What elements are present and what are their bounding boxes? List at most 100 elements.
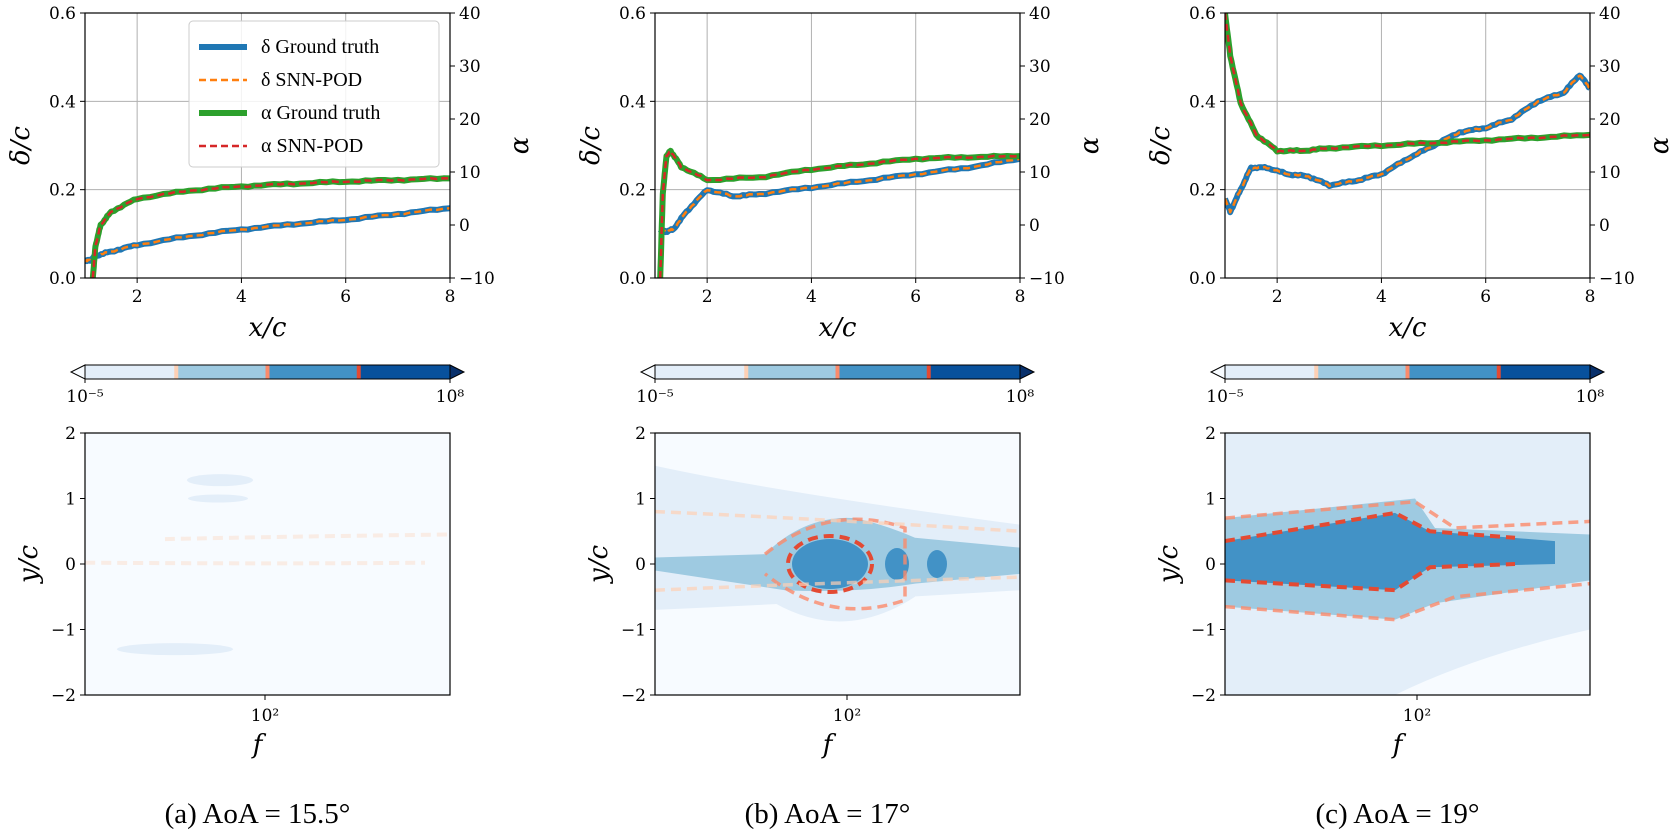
contour-line	[1225, 510, 1516, 544]
legend-box	[188, 20, 440, 168]
y2-axis-label: α	[1075, 136, 1105, 154]
y2-tick-label: 10	[459, 163, 481, 183]
series-line	[85, 205, 450, 265]
y2-tick-label: 40	[459, 4, 481, 24]
y2-tick-label: 30	[1599, 57, 1621, 77]
y2-tick-label: 10	[1029, 163, 1051, 183]
legend-label: δ Ground truth	[261, 36, 379, 58]
y-axis-label: δ/c	[6, 126, 36, 165]
line-plot-a: 2 4 6 8 0.0 0.2 0.4 0.6 −10 0 10 20 30 40 x/c δ/c α δ Gro…	[6, 4, 535, 343]
y2-tick-label: 30	[1029, 57, 1051, 77]
contour-patch	[188, 494, 248, 503]
x-axis-label: x/c	[819, 313, 857, 343]
y2-tick-label: 40	[1029, 4, 1051, 24]
legend: δ Ground truth δ SNN-POD α Ground truth α S…	[188, 20, 440, 168]
y2-tick-label: −10	[1599, 269, 1635, 289]
x-tick-label: 8	[445, 287, 456, 307]
y-tick-label: 2	[635, 424, 646, 444]
x-tick-label: 4	[806, 287, 817, 307]
contour-line	[85, 560, 426, 566]
y2-tick-label: −10	[1029, 269, 1065, 289]
spectrum-plot-c: −2 −1 0 1 2 10² f y/c (c) AoA = 19°	[1154, 424, 1591, 830]
y2-tick-label: 20	[459, 110, 481, 130]
colorbar-level-marker	[174, 365, 179, 379]
contour-patch	[117, 643, 233, 656]
colorbar-segment	[655, 365, 747, 379]
y-tick-label: 2	[65, 424, 76, 444]
contour-line	[164, 532, 450, 542]
y-axis-label: δ/c	[1146, 126, 1176, 165]
y-tick-label: −1	[51, 621, 76, 641]
colorbar-frame	[84, 364, 451, 380]
colorbar-c: 10⁻⁵ 10⁸	[1206, 364, 1606, 407]
x-axis-label: f	[1391, 730, 1407, 760]
spectrum-plot-b: −2 −1 0 1 2 10² f y/c (b) AoA = 17°	[584, 424, 1021, 830]
axes-frame	[84, 12, 451, 279]
y2-tick-label: 0	[1599, 216, 1610, 236]
series-line	[91, 176, 450, 278]
colorbar-over-arrow	[1589, 364, 1606, 380]
y-tick-label: 0.6	[49, 4, 76, 24]
colorbar-segment	[928, 365, 1020, 379]
colorbar-over-arrow	[449, 364, 466, 380]
x-tick-label: 6	[1480, 287, 1491, 307]
colorbar-over-arrow	[1019, 364, 1036, 380]
colorbar-segment	[1225, 365, 1317, 379]
x-tick-label: 6	[340, 287, 351, 307]
y-tick-label: 0.2	[1189, 181, 1216, 201]
y-tick-label: −1	[621, 621, 646, 641]
y-tick-label: −2	[621, 686, 646, 706]
series-line	[1225, 13, 1590, 153]
colorbar-frame	[654, 364, 1021, 380]
legend-label: α SNN-POD	[261, 135, 363, 157]
y-tick-label: 2	[1205, 424, 1216, 444]
colorbar-level-marker	[356, 365, 361, 379]
y-axis-label: y/c	[14, 545, 44, 584]
y-tick-label: 0.0	[49, 269, 76, 289]
colorbar-frame	[1224, 364, 1591, 380]
series-group	[657, 147, 1020, 278]
y2-axis-label: α	[505, 136, 535, 154]
series-line	[658, 149, 1020, 278]
y-tick-label: 1	[635, 490, 646, 510]
x-tick-label: 2	[1272, 287, 1283, 307]
colorbar-segment	[746, 365, 838, 379]
panel-caption: (b) AoA = 17°	[745, 798, 911, 830]
colorbar-segment	[267, 365, 359, 379]
contour-patch	[187, 474, 253, 487]
x-tick-label: 10²	[833, 706, 861, 726]
spectrum-contours	[85, 474, 450, 656]
y2-tick-label: 0	[459, 216, 470, 236]
y2-axis-label: α	[1645, 136, 1675, 154]
y2-tick-label: −10	[459, 269, 495, 289]
y2-tick-label: 10	[1599, 163, 1621, 183]
colorbar-tick-label: 10⁻⁵	[636, 387, 674, 407]
y-axis-label: δ/c	[576, 126, 606, 165]
x-axis-label: f	[821, 730, 837, 760]
colorbar-segment	[176, 365, 268, 379]
y2-tick-label: 40	[1599, 4, 1621, 24]
contour-line	[786, 534, 874, 594]
spectrum-contours	[1225, 433, 1590, 695]
series-line	[1225, 13, 1590, 155]
contour-line	[1225, 562, 1516, 593]
colorbar-segment	[837, 365, 929, 379]
y-tick-label: −1	[1191, 621, 1216, 641]
series-line	[1225, 74, 1590, 214]
x-tick-label: 4	[1376, 287, 1387, 307]
x-tick-label: 8	[1585, 287, 1596, 307]
colorbar-segment	[1407, 365, 1499, 379]
spectrum-contours	[655, 465, 1020, 622]
colorbar-level-marker	[1314, 365, 1319, 379]
y-tick-label: 0	[1205, 555, 1216, 575]
contour-fill-high	[792, 539, 868, 589]
y-axis-label: y/c	[584, 545, 614, 584]
x-tick-label: 2	[702, 287, 713, 307]
contour-line	[1225, 499, 1590, 530]
colorbar-level-marker	[744, 365, 749, 379]
y2-tick-label: 20	[1599, 110, 1621, 130]
y-tick-label: −2	[51, 686, 76, 706]
x-tick-label: 10²	[1403, 706, 1431, 726]
x-tick-label: 8	[1015, 287, 1026, 307]
